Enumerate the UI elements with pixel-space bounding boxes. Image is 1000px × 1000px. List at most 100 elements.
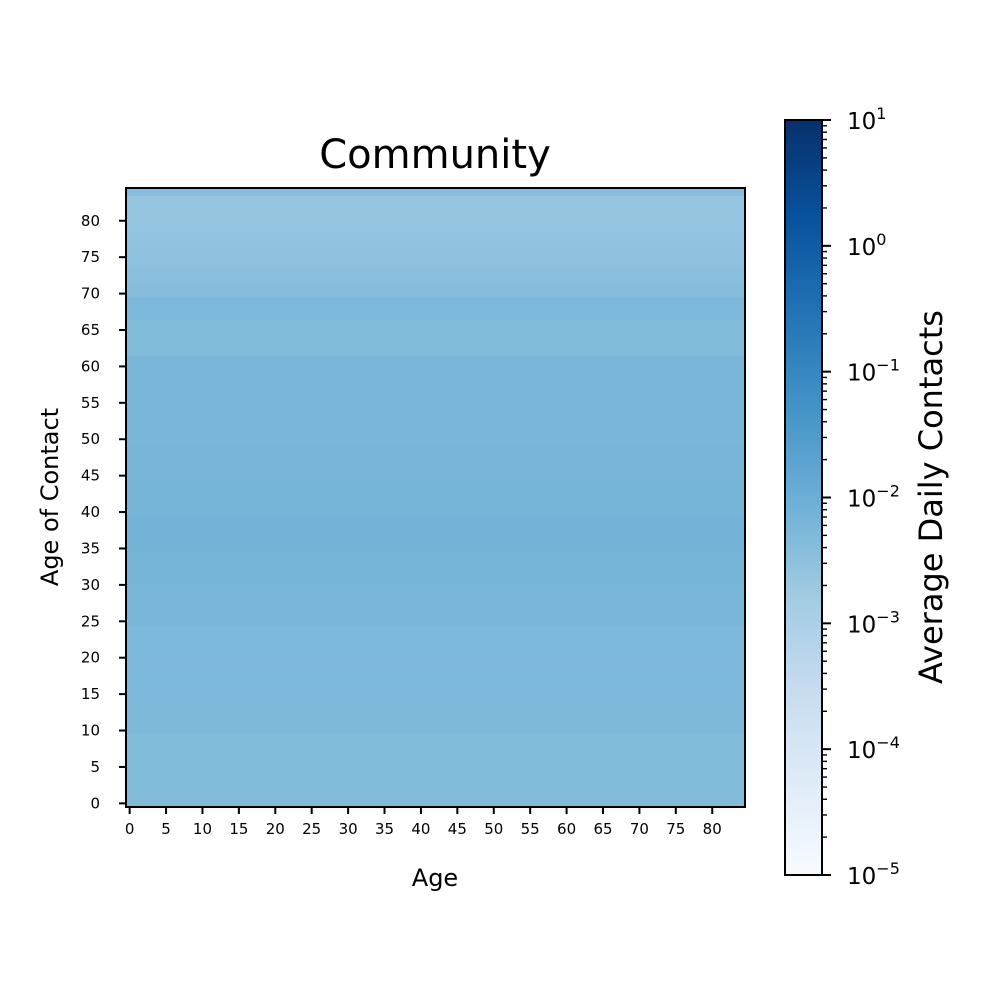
heatmap-row [126, 282, 745, 291]
heatmap-row [126, 311, 745, 320]
heatmap-row [126, 777, 745, 786]
heatmap-row [126, 654, 745, 662]
x-tick-label: 45 [448, 820, 467, 838]
x-tick-label: 15 [229, 820, 248, 838]
heatmap-row [126, 209, 745, 218]
heatmap-row [126, 501, 745, 510]
x-tick-label: 10 [193, 820, 212, 838]
heatmap-row [126, 537, 745, 546]
y-tick-label: 0 [90, 794, 100, 812]
heatmap-row [126, 246, 745, 255]
heatmap-row [126, 661, 745, 670]
x-tick-label: 65 [593, 820, 612, 838]
heatmap-row [126, 348, 745, 357]
heatmap-row [126, 399, 745, 408]
heatmap-row [126, 603, 745, 611]
heatmap-row [126, 406, 745, 415]
heatmap-row [126, 464, 745, 473]
colorbar-tick-label: 10−1 [847, 356, 900, 387]
y-tick-label: 10 [81, 722, 100, 740]
colorbar-tick-label: 100 [847, 230, 886, 261]
y-axis-ticks: 0 5 10 15 20 25 30 35 40 45 50 55 60 65 70 75 80 [81, 212, 126, 812]
colorbar-tick-label: 10−2 [847, 482, 900, 513]
heatmap-row [126, 391, 745, 400]
heatmap-row [126, 595, 745, 604]
heatmap-row [126, 581, 745, 590]
x-tick-label: 5 [161, 820, 171, 838]
heatmap-row [126, 275, 745, 284]
heatmap-row [126, 472, 745, 480]
heatmap-row [126, 289, 745, 298]
x-tick-label: 40 [411, 820, 430, 838]
heatmap-row [126, 588, 745, 597]
heatmap-row [126, 486, 745, 495]
heatmap-row [126, 697, 745, 706]
heatmap-row [126, 726, 745, 735]
heatmap-row [126, 668, 745, 677]
heatmap-row [126, 683, 745, 692]
x-tick-label: 30 [339, 820, 358, 838]
y-tick-label: 5 [90, 758, 100, 776]
heatmap-row [126, 355, 745, 364]
x-tick-label: 25 [302, 820, 321, 838]
y-tick-label: 35 [81, 539, 100, 557]
colorbar-ticks: 10−5 10−4 10−3 10−2 10−1 100 101 [822, 104, 900, 890]
heatmap-row [126, 646, 745, 655]
heatmap-row [126, 632, 745, 641]
heatmap-row [126, 268, 745, 276]
heatmap-row [126, 238, 745, 247]
heatmap-row [126, 705, 745, 713]
x-tick-label: 70 [630, 820, 649, 838]
y-tick-label: 40 [81, 503, 100, 521]
heatmap-row [126, 450, 745, 459]
heatmap-row [126, 559, 745, 568]
y-tick-label: 60 [81, 357, 100, 375]
x-tick-label: 0 [125, 820, 135, 838]
heatmap-row [126, 785, 745, 794]
heatmap-row [126, 413, 745, 422]
colorbar-tick-label: 101 [847, 104, 886, 135]
heatmap-row [126, 756, 745, 764]
y-tick-label: 25 [81, 612, 100, 630]
y-tick-label: 70 [81, 285, 100, 303]
heatmap-row [126, 340, 745, 349]
x-tick-label: 35 [375, 820, 394, 838]
heatmap-row [126, 202, 745, 211]
y-tick-label: 75 [81, 248, 100, 266]
y-tick-label: 15 [81, 685, 100, 703]
x-tick-label: 80 [703, 820, 722, 838]
heatmap-row [126, 326, 745, 335]
heatmap-row [126, 522, 745, 531]
y-tick-label: 80 [81, 212, 100, 230]
heatmap-row [126, 297, 745, 306]
heatmap-row [126, 319, 745, 327]
heatmap-row [126, 617, 745, 626]
heatmap-row [126, 333, 745, 342]
heatmap-row [126, 457, 745, 466]
colorbar-tick-label: 10−4 [847, 733, 900, 764]
heatmap-row [126, 770, 745, 779]
heatmap-row [126, 260, 745, 269]
heatmap-row [126, 799, 745, 808]
heatmap-row [126, 428, 745, 437]
heatmap-row [126, 566, 745, 575]
colorbar-label: Average Daily Contacts [912, 310, 950, 684]
plot-frame [125, 187, 746, 808]
heatmap-cells [126, 188, 745, 808]
heatmap-row [126, 362, 745, 371]
heatmap-row [126, 639, 745, 648]
heatmap-row [126, 734, 745, 743]
heatmap-row [126, 253, 745, 262]
heatmap-row [126, 552, 745, 560]
colorbar [784, 119, 823, 876]
heatmap-row [126, 712, 745, 721]
heatmap-row [126, 479, 745, 488]
y-tick-label: 30 [81, 576, 100, 594]
heatmap-row [126, 188, 745, 196]
heatmap-row [126, 421, 745, 429]
x-tick-label: 75 [666, 820, 685, 838]
heatmap-row [126, 544, 745, 553]
y-tick-label: 65 [81, 321, 100, 339]
heatmap-row [126, 741, 745, 750]
